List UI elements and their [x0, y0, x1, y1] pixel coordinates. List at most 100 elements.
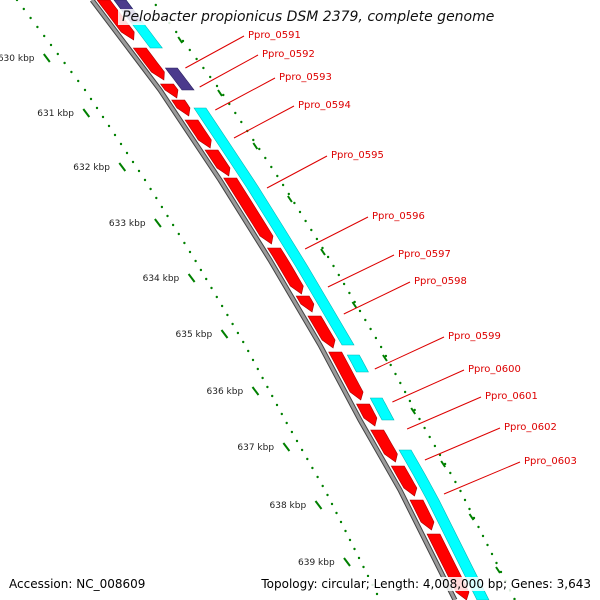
scale-dot	[137, 169, 141, 173]
scale-dot	[348, 538, 352, 542]
scale-dot	[330, 502, 334, 506]
gc-dot	[468, 507, 471, 511]
scale-tick	[252, 142, 259, 150]
gene-leader-line	[392, 369, 465, 403]
gene-label: Ppro_0595	[331, 150, 384, 161]
gc-dot	[228, 102, 231, 106]
scale-dot	[366, 574, 370, 578]
scale-dot	[375, 592, 379, 596]
gc-dot	[270, 165, 273, 169]
gc-dot	[353, 300, 356, 304]
scale-dot	[362, 565, 365, 569]
gc-dot	[459, 489, 462, 493]
gc-dot	[449, 471, 452, 475]
scale-tick	[351, 301, 358, 309]
scale-dot	[119, 142, 123, 146]
scale-dot	[49, 43, 53, 47]
scale-dot	[236, 331, 240, 335]
scale-tick	[320, 248, 326, 256]
kbp-label: 632 kbp	[73, 163, 110, 173]
reverse-cds-arrow	[266, 247, 304, 295]
genome-backbone	[90, 0, 458, 600]
reverse-cds-arrow	[390, 465, 418, 497]
scale-dot	[155, 196, 158, 200]
scale-major-tick	[118, 162, 127, 172]
scale-dot	[321, 484, 324, 488]
gc-dot	[399, 381, 402, 385]
scale-ticks	[42, 36, 501, 574]
gc-dot	[154, 3, 157, 7]
scale-major-tick	[82, 108, 91, 118]
gc-dot	[264, 156, 267, 160]
gc-dot	[258, 147, 261, 151]
gc-dot	[364, 318, 367, 322]
gc-dot	[477, 525, 480, 529]
scale-dot	[300, 448, 304, 452]
scale-dot	[353, 547, 356, 551]
gc-dot	[276, 174, 279, 178]
gc-dot	[490, 552, 494, 556]
scale-dot	[63, 61, 66, 65]
gc-dot	[222, 93, 225, 97]
gc-dot	[315, 237, 319, 241]
scale-dot	[344, 529, 347, 533]
scale-dot	[36, 25, 39, 29]
gc-dot	[418, 417, 421, 421]
accession-text: Accession: NC_008609	[9, 577, 146, 591]
scale-dot	[242, 340, 245, 344]
forward-cds	[346, 354, 369, 373]
scale-tick	[287, 195, 293, 203]
scale-dot	[220, 304, 224, 308]
scale-dot	[89, 97, 93, 101]
scale-dot	[160, 205, 164, 209]
kbp-label: 636 kbp	[207, 387, 244, 397]
scale-dot	[22, 7, 25, 11]
scale-dot	[306, 457, 309, 461]
gene-leader-line	[374, 336, 445, 370]
reverse-cds-arrow	[204, 149, 231, 177]
scale-dot	[316, 475, 319, 479]
reverse-cds-arrow	[159, 83, 179, 99]
kbp-label: 630 kbp	[0, 54, 35, 64]
scale-major-tick	[251, 386, 260, 396]
gene-label: Ppro_0591	[248, 30, 301, 41]
gc-dot	[428, 435, 431, 439]
scale-dot	[266, 385, 269, 389]
gene-leader-line	[343, 281, 411, 315]
gc-dot	[408, 399, 412, 403]
reverse-cds-arrow	[355, 403, 378, 427]
gc-dot	[326, 255, 330, 259]
scale-dot	[199, 268, 203, 272]
forward-cds	[369, 397, 395, 421]
scale-dot	[215, 295, 218, 299]
scale-dot	[357, 556, 361, 560]
gene-leader-line	[424, 427, 501, 461]
scale-dot	[107, 124, 111, 128]
scale-dot	[177, 232, 180, 236]
gc-dot	[394, 372, 397, 376]
scale-dot	[43, 34, 46, 38]
scale-dot	[285, 421, 288, 425]
scale-dot	[166, 214, 169, 218]
gc-dot	[433, 444, 437, 448]
scale-dot	[56, 52, 59, 56]
kbp-label: 634 kbp	[143, 274, 180, 284]
kbp-label: 639 kbp	[298, 558, 335, 568]
scale-dot	[280, 412, 283, 416]
gene-label: Ppro_0593	[279, 72, 332, 83]
reverse-cds-arrow	[96, 0, 135, 41]
gc-dot	[293, 201, 296, 205]
forward-cds	[398, 449, 490, 600]
gene-leader-line	[406, 396, 482, 430]
scale-major-tick	[314, 500, 323, 510]
forward-cds	[193, 107, 355, 346]
gc-dot	[495, 561, 498, 565]
gene-leader-line	[199, 54, 259, 88]
scale-dot	[247, 349, 250, 353]
scale-dot	[77, 79, 80, 83]
scale-tick	[382, 354, 388, 362]
reverse-cds-track	[96, 0, 470, 600]
scale-dot	[205, 277, 208, 281]
gc-dot	[403, 390, 407, 394]
gc-dot	[337, 273, 340, 277]
